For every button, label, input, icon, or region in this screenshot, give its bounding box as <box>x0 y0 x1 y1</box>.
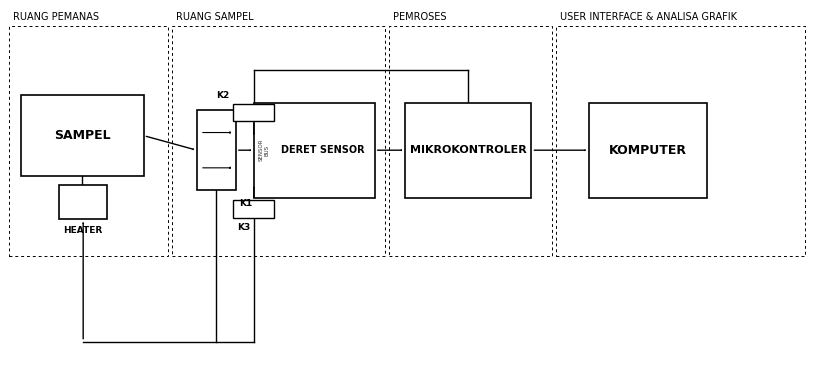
Text: KOMPUTER: KOMPUTER <box>609 144 687 157</box>
Text: RUANG PEMANAS: RUANG PEMANAS <box>13 12 99 22</box>
Bar <box>589 103 707 198</box>
Bar <box>60 185 107 220</box>
Bar <box>389 26 552 256</box>
Text: SENSOR
BUS: SENSOR BUS <box>258 139 269 161</box>
Bar <box>21 96 144 176</box>
Text: K3: K3 <box>236 223 250 232</box>
Text: RUANG SAMPEL: RUANG SAMPEL <box>176 12 254 22</box>
Bar <box>9 26 169 256</box>
Bar <box>405 103 532 198</box>
Text: K2: K2 <box>216 91 229 100</box>
Bar <box>233 104 274 121</box>
Text: SAMPEL: SAMPEL <box>54 129 110 142</box>
Text: PEMROSES: PEMROSES <box>393 12 446 22</box>
Bar <box>254 103 375 198</box>
Text: HEATER: HEATER <box>64 226 103 235</box>
Text: K1: K1 <box>239 199 253 208</box>
Bar <box>233 200 274 218</box>
Text: DERET SENSOR: DERET SENSOR <box>281 145 364 155</box>
Bar <box>556 26 805 256</box>
Text: MIKROKONTROLER: MIKROKONTROLER <box>410 145 527 155</box>
Text: USER INTERFACE & ANALISA GRAFIK: USER INTERFACE & ANALISA GRAFIK <box>560 12 737 22</box>
Bar <box>172 26 384 256</box>
Bar <box>196 110 236 190</box>
